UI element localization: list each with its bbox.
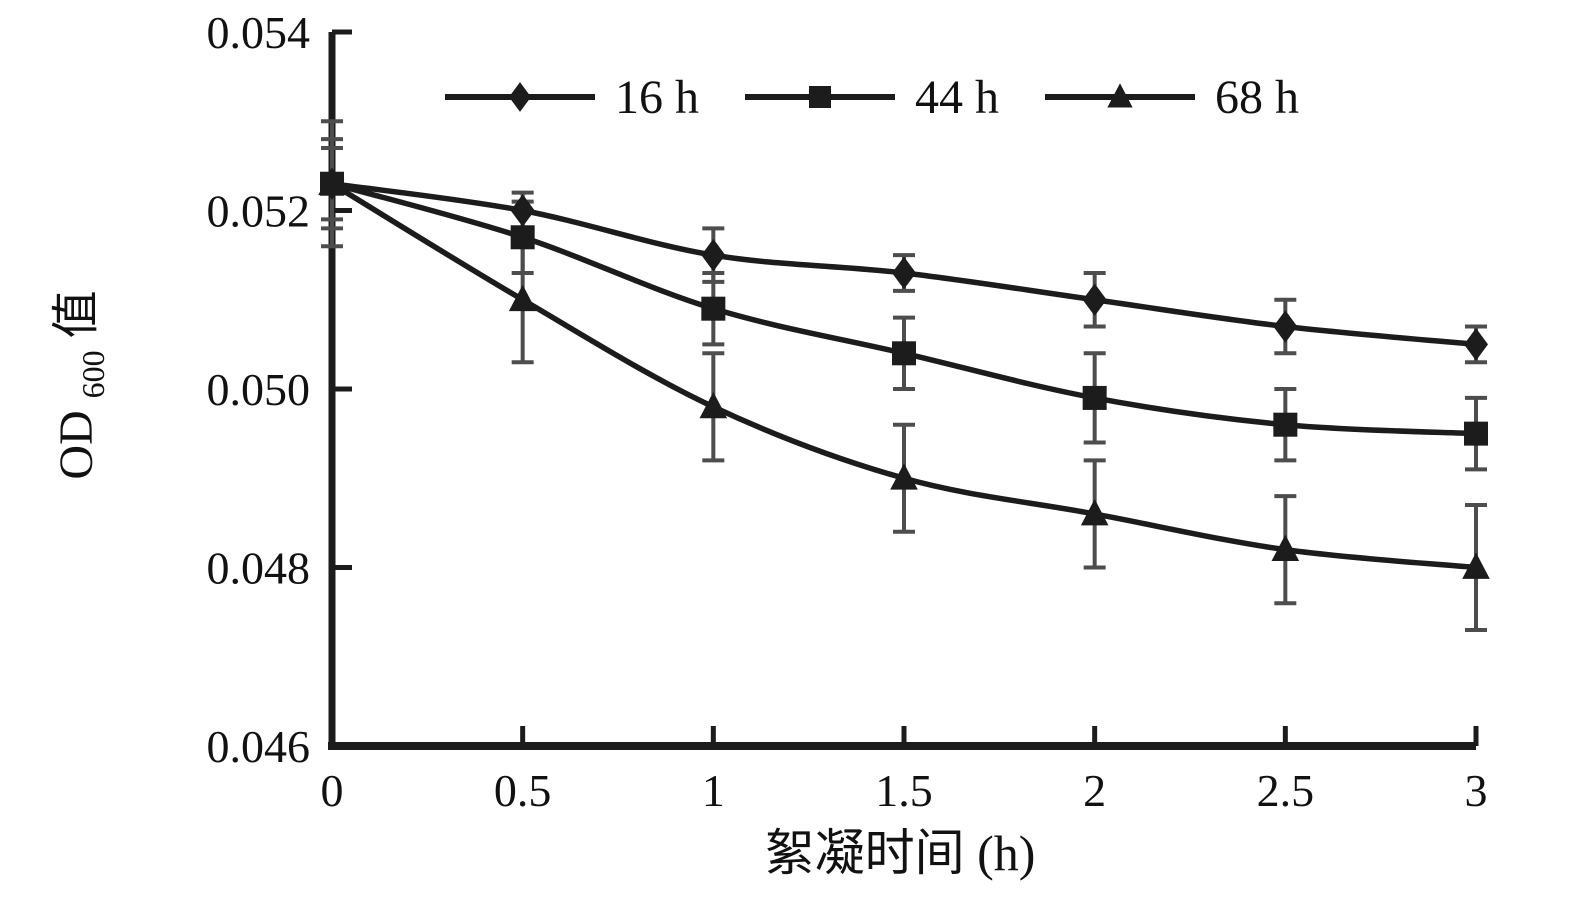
marker-square [1273,412,1298,437]
legend-marker-diamond [509,82,531,112]
x-tick-label: 2.5 [1257,765,1315,816]
y-tick-label: 0.046 [207,721,311,772]
legend-marker-triangle [1107,83,1133,108]
marker-triangle [1462,552,1490,579]
marker-square [1082,385,1107,410]
marker-diamond [510,194,535,227]
y-tick-label: 0.050 [207,364,311,415]
marker-diamond [701,238,726,272]
x-tick-label: 1 [702,765,725,816]
y-axis-label-main: OD [50,410,103,479]
series-line-square [329,180,1479,437]
marker-diamond [1082,283,1107,316]
marker-square [1464,421,1488,446]
marker-triangle [508,284,537,312]
x-tick-label: 0 [321,765,344,816]
y-tick-label: 0.048 [207,543,311,594]
marker-triangle [1271,534,1300,562]
x-tick-label: 0.5 [494,765,552,816]
marker-triangle [318,168,346,196]
y-tick-label: 0.052 [207,186,311,237]
y-axis-label-suffix: 值 [50,290,103,338]
x-tick-label: 3 [1465,765,1488,816]
y-axis-label-subscript: 600 [75,350,111,398]
legend-marker-square [809,86,831,108]
marker-square [510,225,535,250]
y-tick-label: 0.054 [207,7,311,58]
x-axis-label: 絮凝时间 (h) [765,825,1036,881]
marker-triangle [890,463,918,490]
marker-triangle [699,391,728,419]
x-tick-label: 2 [1083,765,1106,816]
marker-triangle [1080,498,1109,526]
y-axis-label: OD 600 值 [50,290,115,479]
marker-square [892,341,916,366]
marker-diamond [1464,328,1488,361]
legend-label: 16 h [615,71,699,124]
legend-label: 68 h [1215,71,1299,124]
marker-diamond [892,256,916,290]
marker-square [701,296,726,321]
marker-diamond [1273,310,1298,343]
x-tick-label: 1.5 [875,765,933,816]
legend-label: 44 h [915,71,999,124]
